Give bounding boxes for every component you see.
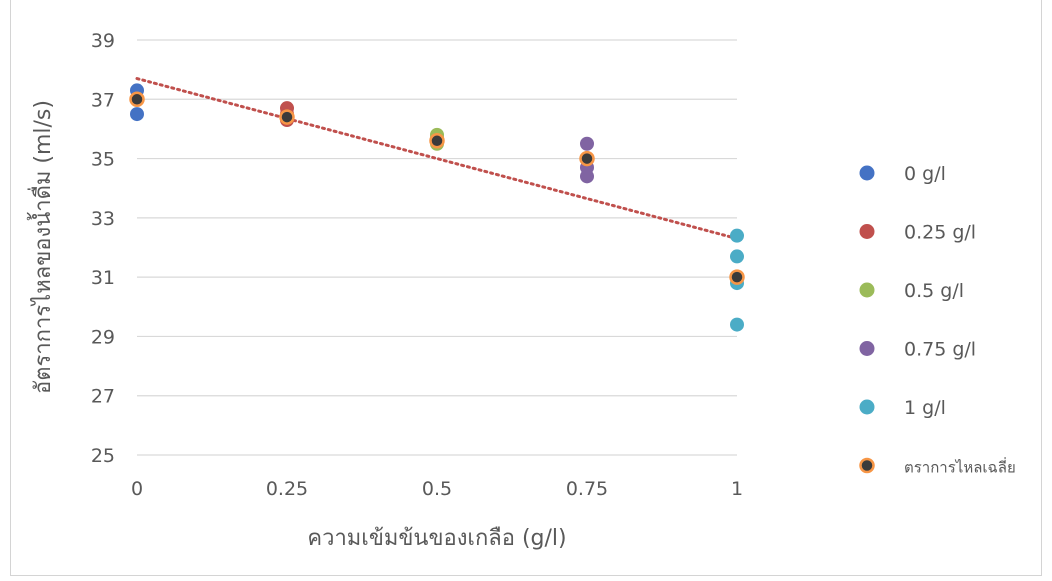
legend-marker-5 xyxy=(859,457,875,474)
y-tick-label-6: 27 xyxy=(91,386,115,408)
legend-label-0: 0 g/l xyxy=(904,163,946,185)
data-point-s5-0 xyxy=(129,91,145,108)
legend-marker-2 xyxy=(859,282,875,298)
chart-frame xyxy=(10,0,1042,576)
y-tick-label-0: 39 xyxy=(91,30,115,52)
y-tick-label-7: 25 xyxy=(91,445,115,467)
legend-marker-0 xyxy=(859,165,875,181)
data-point-s4-3 xyxy=(730,317,744,332)
y-tick-label-1: 37 xyxy=(91,89,115,111)
y-tick-label-5: 29 xyxy=(91,326,115,348)
legend-marker-4 xyxy=(859,399,875,415)
x-tick-label-3: 0.75 xyxy=(566,478,608,500)
legend-label-3: 0.75 g/l xyxy=(904,339,976,361)
trendline xyxy=(135,77,739,241)
x-axis-title: ความเข้มข้นของเกลือ (g/l) xyxy=(307,526,566,551)
data-point-s4-0 xyxy=(730,228,744,243)
data-point-s5-1 xyxy=(279,109,295,125)
y-tick-label-3: 33 xyxy=(91,208,115,230)
data-point-s0-1 xyxy=(130,107,144,122)
legend-label-1: 0.25 g/l xyxy=(904,222,976,244)
x-tick-label-0: 0 xyxy=(131,478,143,500)
legend-marker-1 xyxy=(859,224,875,239)
y-tick-label-4: 31 xyxy=(91,267,115,289)
data-point-s5-4 xyxy=(729,269,745,285)
legend-label-4: 1 g/l xyxy=(904,397,946,419)
legend-label-5: ตราการไหลเฉลี่ย xyxy=(904,457,1016,477)
y-axis-title: อัตราการไหลของน้ำดื่ม (ml/s) xyxy=(27,100,56,394)
data-point-s5-3 xyxy=(579,150,595,167)
y-tick-label-2: 35 xyxy=(91,149,115,171)
data-point-s4-1 xyxy=(730,249,744,264)
data-point-s3-0 xyxy=(580,136,594,151)
legend-marker-3 xyxy=(859,341,875,356)
x-tick-label-1: 0.25 xyxy=(266,478,308,500)
x-tick-label-2: 0.5 xyxy=(422,478,452,500)
x-tick-label-4: 1 xyxy=(731,478,743,500)
data-point-s5-2 xyxy=(429,133,445,149)
legend-label-2: 0.5 g/l xyxy=(904,280,964,302)
